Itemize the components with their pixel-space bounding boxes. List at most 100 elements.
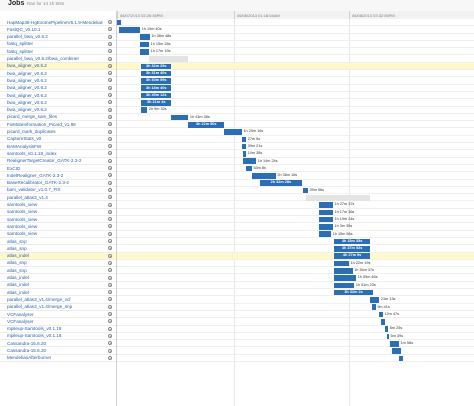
target-icon[interactable] bbox=[108, 144, 112, 149]
job-name-link[interactable]: atlas_indel bbox=[7, 289, 29, 295]
job-duration-bar[interactable] bbox=[149, 56, 189, 62]
job-name-link[interactable]: parallel_atlas3_v1.4/merge_vcf bbox=[7, 296, 71, 302]
job-row[interactable]: BAMAnalysisFW bbox=[0, 143, 116, 151]
job-row[interactable]: atlas_indel bbox=[0, 275, 116, 282]
job-row[interactable]: bam_validator_v1.0.7_FIX bbox=[0, 187, 116, 195]
target-icon[interactable] bbox=[108, 348, 112, 353]
job-row[interactable]: atlas_snp bbox=[0, 245, 116, 253]
job-duration-bar[interactable] bbox=[224, 129, 242, 135]
job-row[interactable]: parallel_atlas3_v1.4 bbox=[0, 194, 116, 202]
job-name-link[interactable]: atlas_snp bbox=[7, 245, 27, 251]
target-icon[interactable] bbox=[108, 180, 112, 185]
job-row[interactable]: parallel_atlas3_v1.4/merge_snp bbox=[0, 304, 116, 311]
job-duration-bar[interactable] bbox=[381, 319, 386, 325]
job-duration-bar[interactable] bbox=[117, 19, 122, 26]
target-icon[interactable] bbox=[108, 333, 112, 338]
job-name-link[interactable]: parallel_bwa_v0.6.2 bbox=[7, 34, 48, 40]
target-icon[interactable] bbox=[108, 290, 112, 295]
job-duration-bar[interactable] bbox=[141, 85, 172, 92]
target-icon[interactable] bbox=[108, 166, 112, 170]
job-duration-bar[interactable] bbox=[141, 92, 172, 99]
job-duration-bar[interactable] bbox=[318, 209, 333, 216]
job-row[interactable]: Cassandra-15.6.20 bbox=[0, 340, 116, 348]
job-row[interactable]: atlas_indel bbox=[0, 289, 116, 297]
job-row[interactable]: VCFanalyser bbox=[0, 318, 116, 326]
job-duration-bar[interactable] bbox=[140, 48, 150, 55]
job-duration-bar[interactable] bbox=[171, 114, 189, 121]
target-icon[interactable] bbox=[108, 275, 112, 280]
job-duration-bar[interactable] bbox=[333, 282, 355, 289]
target-icon[interactable] bbox=[108, 151, 112, 156]
target-icon[interactable] bbox=[108, 209, 112, 214]
job-row[interactable]: BaseRecalibrator_GATK-2.3-2 bbox=[0, 180, 116, 187]
job-duration-bar[interactable] bbox=[251, 173, 276, 179]
job-name-link[interactable]: IndelRealigner_GATK-2.3-2 bbox=[7, 172, 64, 178]
job-name-link[interactable]: mpileup-Samtools_v0.1.18 bbox=[7, 333, 62, 339]
job-name-link[interactable]: BAMAnalysisFW bbox=[7, 143, 42, 149]
job-name-link[interactable]: picard_mark_duplicates bbox=[7, 129, 56, 134]
job-duration-bar[interactable] bbox=[141, 63, 172, 70]
target-icon[interactable] bbox=[108, 297, 112, 302]
target-icon[interactable] bbox=[108, 78, 112, 83]
job-duration-bar[interactable] bbox=[141, 78, 172, 84]
job-name-link[interactable]: Cassandra-15.6.20 bbox=[7, 340, 47, 346]
job-row[interactable]: mpileup-Samtools_v0.1.18 bbox=[0, 326, 116, 333]
job-name-link[interactable]: fastq_splitter bbox=[7, 48, 34, 54]
job-row[interactable]: atlas_snp bbox=[0, 238, 116, 246]
job-duration-bar[interactable] bbox=[333, 289, 374, 296]
job-row[interactable]: bwa_aligner_v0.6.2 bbox=[0, 77, 116, 85]
target-icon[interactable] bbox=[108, 217, 112, 222]
job-name-link[interactable]: atlas_snp bbox=[7, 267, 27, 273]
target-icon[interactable] bbox=[108, 136, 112, 141]
job-duration-bar[interactable] bbox=[333, 253, 371, 259]
job-row[interactable]: IndelRealigner_GATK-2.3-2 bbox=[0, 172, 116, 180]
job-duration-bar[interactable] bbox=[259, 180, 302, 186]
job-name-link[interactable]: atlas_indel bbox=[7, 275, 29, 280]
job-duration-bar[interactable] bbox=[333, 238, 371, 245]
job-duration-bar[interactable] bbox=[386, 333, 390, 340]
job-row[interactable]: fastq_splitter bbox=[0, 41, 116, 49]
job-name-link[interactable]: MendelianAfterburner bbox=[7, 355, 52, 361]
job-duration-bar[interactable] bbox=[399, 355, 403, 362]
job-duration-bar[interactable] bbox=[391, 348, 401, 354]
job-row[interactable]: atlas_snp bbox=[0, 267, 116, 275]
target-icon[interactable] bbox=[108, 319, 112, 324]
target-icon[interactable] bbox=[108, 100, 112, 105]
job-duration-bar[interactable] bbox=[318, 216, 333, 223]
job-duration-bar[interactable] bbox=[302, 187, 308, 194]
job-name-link[interactable]: atlas_snp bbox=[7, 238, 27, 244]
job-row[interactable]: VCFanalyser bbox=[0, 311, 116, 319]
job-name-link[interactable]: samtools_view bbox=[7, 209, 38, 215]
job-row[interactable]: Cassandra-15.6.20 bbox=[0, 348, 116, 355]
job-duration-bar[interactable] bbox=[318, 202, 333, 208]
job-row[interactable]: bwa_aligner_v0.6.2 bbox=[0, 107, 116, 114]
job-row[interactable]: samtools_view bbox=[0, 202, 116, 209]
target-icon[interactable] bbox=[108, 195, 112, 200]
job-row[interactable]: ExCID bbox=[0, 165, 116, 173]
job-name-link[interactable]: picard_merge_sam_files bbox=[7, 114, 58, 120]
target-icon[interactable] bbox=[108, 114, 112, 119]
job-row[interactable]: atlas_snp bbox=[0, 260, 116, 268]
job-name-link[interactable]: FastQC_v0.10.1 bbox=[7, 26, 41, 32]
target-icon[interactable] bbox=[108, 253, 112, 258]
job-row[interactable]: HapMap38-HgExomePipelineV5.1.9-Mendelian bbox=[0, 19, 116, 27]
job-row[interactable]: atlas_indel bbox=[0, 282, 116, 290]
target-icon[interactable] bbox=[108, 71, 112, 76]
job-name-link[interactable]: bwa_aligner_v0.6.2 bbox=[7, 70, 47, 76]
job-duration-bar[interactable] bbox=[141, 107, 148, 113]
target-icon[interactable] bbox=[108, 224, 112, 229]
job-duration-bar[interactable] bbox=[390, 340, 400, 347]
job-name-link[interactable]: bwa_aligner_v0.6.2 bbox=[7, 99, 47, 105]
target-icon[interactable] bbox=[108, 326, 112, 331]
job-row[interactable]: picard_mark_duplicates bbox=[0, 129, 116, 136]
target-icon[interactable] bbox=[108, 63, 112, 68]
job-row[interactable]: parallel_atlas3_v1.4/merge_vcf bbox=[0, 296, 116, 304]
target-icon[interactable] bbox=[108, 341, 112, 346]
target-icon[interactable] bbox=[108, 93, 112, 97]
job-name-link[interactable]: samtools_view bbox=[7, 202, 38, 207]
job-duration-bar[interactable] bbox=[372, 304, 376, 311]
job-duration-bar[interactable] bbox=[333, 275, 357, 281]
job-duration-bar[interactable] bbox=[188, 121, 225, 128]
job-name-link[interactable]: samtools_view bbox=[7, 223, 38, 229]
job-row[interactable]: samtools_view bbox=[0, 216, 116, 224]
